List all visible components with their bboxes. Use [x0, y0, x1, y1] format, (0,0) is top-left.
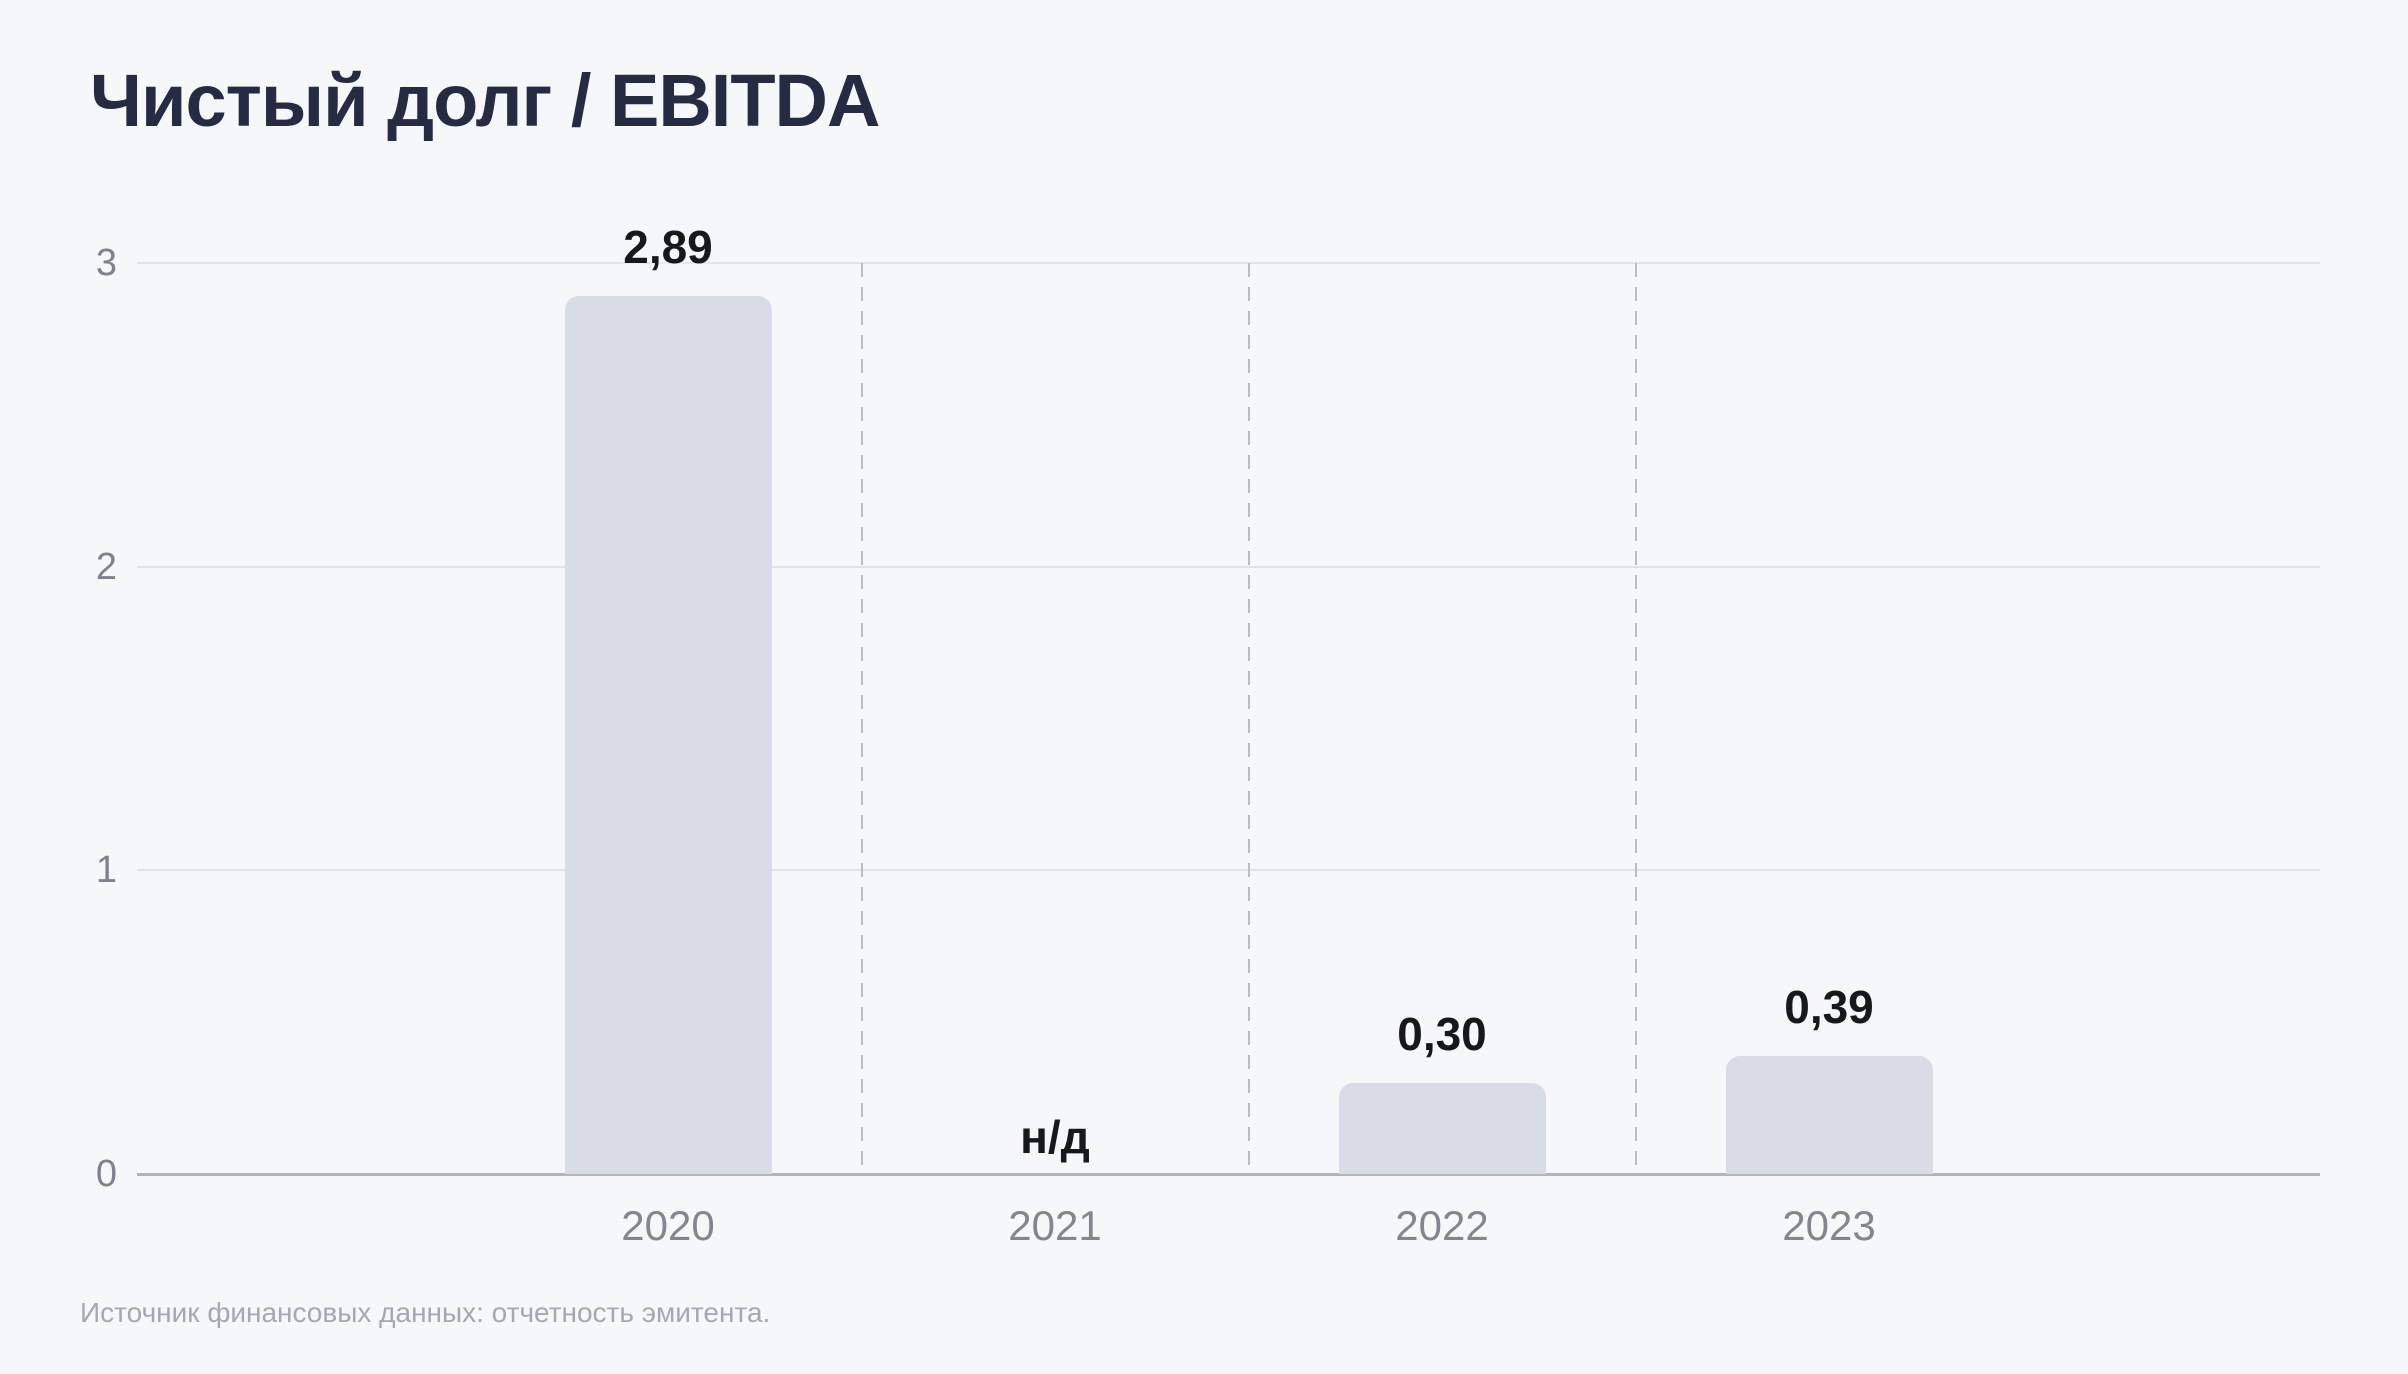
bar-2020	[564, 296, 772, 1174]
x-axis-baseline	[137, 1173, 2320, 1176]
value-label-2023: 0,39	[1784, 980, 1874, 1033]
x-axis-category-label: 2023	[1782, 1202, 1876, 1249]
x-axis-category-label: 2021	[1008, 1202, 1102, 1249]
y-axis-tick-label: 3	[95, 242, 117, 284]
category-separator	[860, 263, 863, 1174]
y-axis-tick-label: 2	[95, 545, 117, 588]
x-axis-category-label: 2022	[1395, 1202, 1489, 1249]
value-label-2022: 0,30	[1397, 1007, 1487, 1060]
x-axis-category-label: 2020	[621, 1202, 715, 1249]
gridline	[137, 262, 2320, 264]
gridline	[137, 869, 2320, 872]
bar-2022	[1338, 1082, 1546, 1174]
category-separator	[1634, 263, 1637, 1174]
y-axis-tick-label: 0	[95, 1153, 117, 1195]
page-title: Чистый долг / EBITDA	[90, 59, 880, 142]
plot-area: 0 1 2 3 2,89 н/д 0,30 0,39	[96, 224, 2320, 1193]
bar-2023	[1725, 1055, 1933, 1174]
value-label-2020: 2,89	[623, 221, 713, 274]
y-axis-tick-label: 1	[95, 849, 117, 892]
category-separator	[1247, 263, 1250, 1174]
source-note: Источник финансовых данных: отчетность э…	[80, 1297, 771, 1328]
gridline	[137, 565, 2320, 568]
missing-value-label-2021: н/д	[1020, 1111, 1090, 1163]
